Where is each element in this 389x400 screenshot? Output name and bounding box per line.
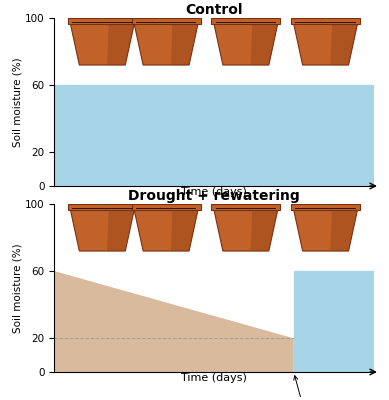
X-axis label: Time (days): Time (days) xyxy=(181,187,247,197)
Ellipse shape xyxy=(254,182,321,185)
Polygon shape xyxy=(295,22,356,23)
Polygon shape xyxy=(214,210,278,251)
Polygon shape xyxy=(294,210,357,251)
Polygon shape xyxy=(131,204,201,210)
X-axis label: Time (days): Time (days) xyxy=(181,373,247,383)
Polygon shape xyxy=(214,24,278,65)
Polygon shape xyxy=(211,18,280,24)
Polygon shape xyxy=(251,24,278,65)
Polygon shape xyxy=(54,271,294,372)
Polygon shape xyxy=(291,204,360,210)
Polygon shape xyxy=(251,210,278,251)
Polygon shape xyxy=(211,204,280,210)
Polygon shape xyxy=(291,18,360,24)
Polygon shape xyxy=(330,210,357,251)
Polygon shape xyxy=(70,210,134,251)
Polygon shape xyxy=(216,22,276,23)
Ellipse shape xyxy=(107,164,219,167)
Ellipse shape xyxy=(81,174,219,180)
Polygon shape xyxy=(72,208,133,209)
Polygon shape xyxy=(136,22,196,23)
Polygon shape xyxy=(107,24,134,65)
Polygon shape xyxy=(330,24,357,65)
Ellipse shape xyxy=(331,182,389,185)
Y-axis label: Soil moisture (%): Soil moisture (%) xyxy=(12,243,22,333)
Polygon shape xyxy=(216,208,276,209)
Polygon shape xyxy=(70,24,134,65)
Title: Control: Control xyxy=(185,3,243,17)
Polygon shape xyxy=(134,24,198,65)
Polygon shape xyxy=(107,210,134,251)
Polygon shape xyxy=(54,271,294,372)
Text: Rewatering: Rewatering xyxy=(274,376,333,400)
Polygon shape xyxy=(134,210,198,251)
Polygon shape xyxy=(136,208,196,209)
Ellipse shape xyxy=(65,161,191,166)
Ellipse shape xyxy=(144,161,271,166)
Ellipse shape xyxy=(187,164,298,167)
Polygon shape xyxy=(68,18,137,24)
Ellipse shape xyxy=(107,182,174,185)
Ellipse shape xyxy=(60,185,177,190)
Polygon shape xyxy=(294,24,357,65)
Polygon shape xyxy=(295,208,356,209)
Ellipse shape xyxy=(0,185,97,190)
Ellipse shape xyxy=(31,182,97,185)
Polygon shape xyxy=(171,24,198,65)
Y-axis label: Soil moisture (%): Soil moisture (%) xyxy=(12,57,22,147)
Ellipse shape xyxy=(1,174,140,180)
Polygon shape xyxy=(171,210,198,251)
Polygon shape xyxy=(131,18,201,24)
Polygon shape xyxy=(72,22,133,23)
Polygon shape xyxy=(68,204,137,210)
Ellipse shape xyxy=(169,166,310,171)
Title: Drought + rewatering: Drought + rewatering xyxy=(128,189,300,203)
Ellipse shape xyxy=(249,166,389,171)
